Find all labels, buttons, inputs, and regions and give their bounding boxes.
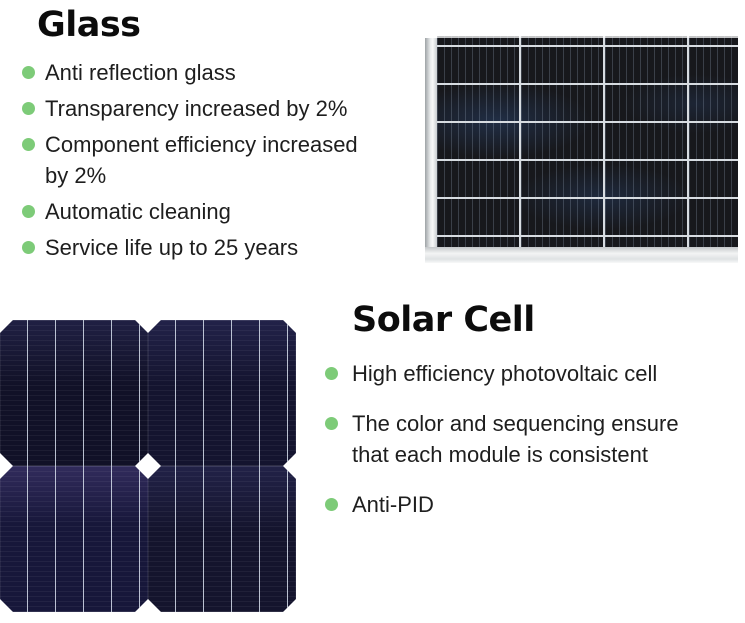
glass-panel-photo (425, 36, 738, 263)
bullet-icon (22, 66, 35, 80)
bullet-icon (22, 138, 35, 152)
bullet-icon (325, 498, 338, 512)
glass-section: Glass Anti reflection glass Transparency… (22, 5, 422, 268)
list-item-label: High efficiency photovoltaic cell (352, 361, 658, 387)
list-item-label: Transparency increased by 2% (45, 96, 348, 122)
glass-title: Glass (37, 5, 141, 45)
panel-frame-bottom (425, 247, 738, 263)
list-item-label: Component efficiency increased by 2% (45, 132, 358, 189)
list-item-label: Service life up to 25 years (45, 235, 299, 261)
solar-cell-image (148, 320, 296, 466)
list-item: Anti reflection glass (22, 57, 422, 88)
bullet-icon (22, 102, 35, 116)
bullet-icon (325, 367, 338, 381)
list-item: The color and sequencing ensure that eac… (325, 408, 740, 470)
list-item-label: Automatic cleaning (45, 199, 231, 225)
bullet-icon (325, 417, 338, 431)
list-item: Transparency increased by 2% (22, 93, 422, 124)
list-item-label: Anti-PID (352, 492, 434, 518)
list-item: High efficiency photovoltaic cell (325, 358, 740, 389)
list-item: Automatic cleaning (22, 196, 422, 227)
solar-cells-photo (0, 320, 296, 612)
bullet-icon (22, 241, 35, 255)
bullet-icon (22, 205, 35, 219)
list-item: Service life up to 25 years (22, 232, 422, 263)
list-item: Component efficiency increased by 2% (22, 129, 422, 191)
list-item-label: Anti reflection glass (45, 60, 236, 86)
solar-cell-image (0, 320, 148, 466)
list-item-label: The color and sequencing ensure that eac… (352, 411, 679, 468)
solar-cell-title: Solar Cell (352, 300, 535, 340)
glass-feature-list: Anti reflection glass Transparency incre… (22, 57, 422, 263)
solar-cell-image (0, 466, 148, 612)
panel-cell-grid (437, 36, 738, 248)
panel-frame-left (425, 38, 437, 263)
solar-cell-feature-list: High efficiency photovoltaic cell The co… (325, 358, 740, 520)
list-item: Anti-PID (325, 489, 740, 520)
solar-cell-image (148, 466, 296, 612)
solar-cell-section: Solar Cell High efficiency photovoltaic … (325, 300, 740, 539)
